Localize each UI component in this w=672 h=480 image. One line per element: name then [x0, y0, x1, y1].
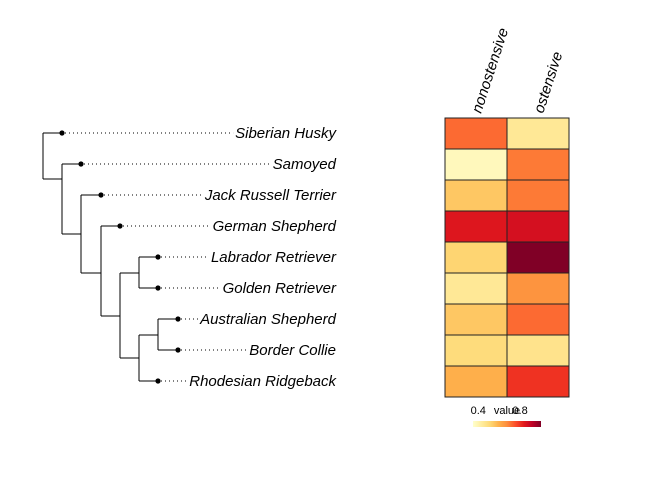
- taxon-label: Jack Russell Terrier: [204, 187, 337, 204]
- tip-point: [175, 347, 181, 353]
- legend-tick-label: 0.8: [512, 405, 527, 417]
- taxon-label: Golden Retriever: [223, 280, 337, 297]
- legend-tick-label: 0.4: [471, 405, 486, 417]
- tip-point: [155, 285, 161, 291]
- heatmap-cell: [506, 365, 570, 398]
- tip-point: [98, 192, 104, 198]
- heatmap-cell: [444, 117, 508, 150]
- tip-point: [59, 130, 65, 136]
- tip-point: [117, 223, 123, 229]
- legend-title: value: [494, 405, 520, 417]
- legend-color-bar: [473, 421, 541, 427]
- heatmap-cell: [506, 210, 570, 243]
- heatmap-cell: [506, 334, 570, 367]
- tip-point: [155, 378, 161, 384]
- heatmap-cell: [444, 365, 508, 398]
- heatmap-cell: [506, 303, 570, 336]
- tip-point: [175, 316, 181, 322]
- heatmap-cells: [444, 117, 570, 398]
- taxon-label: Labrador Retriever: [211, 249, 337, 266]
- heatmap-cell: [444, 179, 508, 212]
- heatmap-cell: [506, 272, 570, 305]
- phylogenetic-tree: [42, 132, 178, 382]
- column-header: ostensive: [531, 50, 567, 116]
- taxon-label: Rhodesian Ridgeback: [189, 373, 337, 390]
- column-header: nonostensive: [469, 26, 512, 115]
- taxon-label: Australian Shepherd: [199, 311, 337, 328]
- color-legend: value 0.4 0.8: [471, 405, 541, 427]
- heatmap-cell: [506, 241, 570, 274]
- tip-point: [155, 254, 161, 260]
- taxon-label: Border Collie: [249, 342, 336, 359]
- heatmap-cell: [506, 148, 570, 181]
- column-headers: nonostensive ostensive: [469, 26, 567, 115]
- taxon-label: Siberian Husky: [235, 125, 337, 142]
- taxon-label: Samoyed: [273, 156, 337, 173]
- taxon-label: German Shepherd: [213, 218, 337, 235]
- heatmap-cell: [444, 334, 508, 367]
- heatmap-cell: [444, 303, 508, 336]
- heatmap-cell: [444, 148, 508, 181]
- tip-point: [78, 161, 84, 167]
- heatmap-cell: [444, 210, 508, 243]
- tip-leader-lines: [59, 130, 271, 384]
- heatmap-cell: [444, 241, 508, 274]
- taxon-labels: Siberian Husky Samoyed Jack Russell Terrie…: [189, 125, 337, 390]
- heatmap-cell: [506, 179, 570, 212]
- heatmap-cell: [506, 117, 570, 150]
- heatmap-cell: [444, 272, 508, 305]
